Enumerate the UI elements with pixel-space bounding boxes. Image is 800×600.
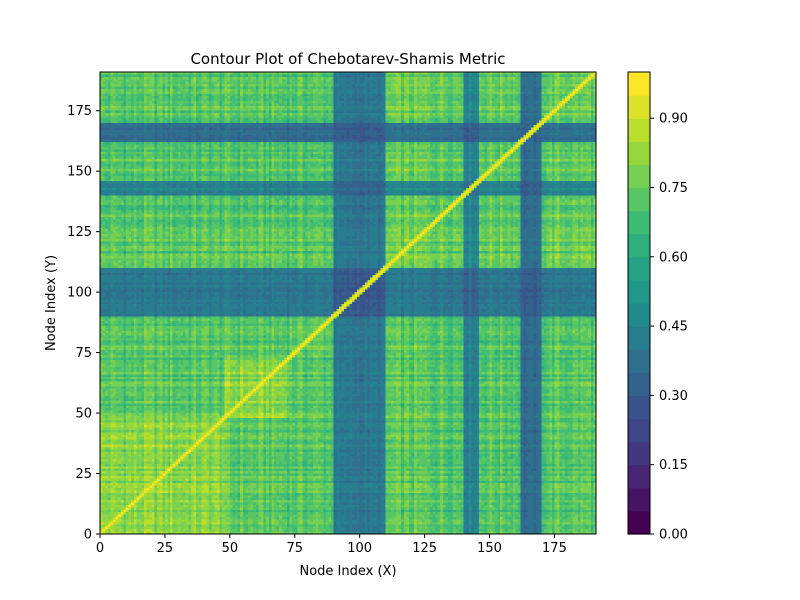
plot-frame	[99, 71, 597, 535]
x-tick-label: 75	[286, 541, 303, 556]
x-tick-label: 175	[542, 541, 567, 556]
colorbar-level	[628, 510, 650, 535]
colorbar-tick-label: 0.45	[659, 320, 688, 335]
colorbar-level	[628, 349, 650, 373]
y-tick-label: 125	[67, 225, 92, 240]
colorbar-level	[628, 487, 650, 512]
colorbar-axis: 0.00 0.15 0.30 0.45 0.60 0.75 0.90	[650, 112, 688, 543]
x-tick-label: 0	[96, 541, 104, 556]
x-tick-label: 150	[477, 541, 502, 556]
colorbar-tick-label: 0.60	[659, 250, 688, 265]
y-tick-label: 100	[67, 286, 92, 301]
colorbar-level	[628, 95, 650, 119]
colorbar-level	[628, 441, 650, 466]
y-tick-label: 0	[84, 528, 92, 543]
colorbar-level	[628, 141, 650, 165]
y-axis: 0 25 50 75 100 125 150 175	[67, 104, 100, 543]
colorbar-level	[628, 233, 650, 258]
y-tick-label: 50	[75, 407, 92, 422]
y-tick-label: 25	[75, 467, 92, 482]
colorbar-tick-label: 0.75	[659, 181, 688, 196]
chart-title: Contour Plot of Chebotarev-Shamis Metric	[190, 50, 505, 68]
colorbar-level	[628, 256, 650, 281]
colorbar-level	[628, 72, 650, 96]
y-axis-label: Node Index (Y)	[44, 255, 59, 351]
x-axis-label: Node Index (X)	[299, 564, 396, 579]
colorbar-tick-label: 0.15	[659, 458, 688, 473]
x-tick-label: 100	[347, 541, 372, 556]
colorbar	[628, 72, 650, 535]
heatmap-cells	[100, 72, 596, 534]
y-tick-label: 175	[67, 104, 92, 119]
y-tick-label: 75	[75, 346, 92, 361]
colorbar-level	[628, 326, 650, 350]
colorbar-level	[628, 187, 650, 212]
colorbar-level	[628, 210, 650, 235]
colorbar-tick-label: 0.30	[659, 389, 688, 404]
x-axis: 0 25 50 75 100 125 150 175	[96, 534, 567, 556]
heatmap-plot-area	[100, 72, 596, 534]
colorbar-tick-label: 0.00	[659, 528, 688, 543]
colorbar-level	[628, 372, 650, 396]
x-tick-label: 25	[157, 541, 174, 556]
colorbar-level	[628, 303, 650, 327]
colorbar-level	[628, 395, 650, 420]
colorbar-level	[628, 279, 650, 304]
colorbar-level	[628, 118, 650, 142]
colorbar-frame	[627, 71, 651, 535]
colorbar-level	[628, 164, 650, 189]
colorbar-level	[628, 464, 650, 489]
x-tick-label: 125	[412, 541, 437, 556]
y-tick-label: 150	[67, 165, 92, 180]
x-tick-label: 50	[222, 541, 239, 556]
colorbar-level	[628, 418, 650, 443]
colorbar-tick-label: 0.90	[659, 112, 688, 127]
